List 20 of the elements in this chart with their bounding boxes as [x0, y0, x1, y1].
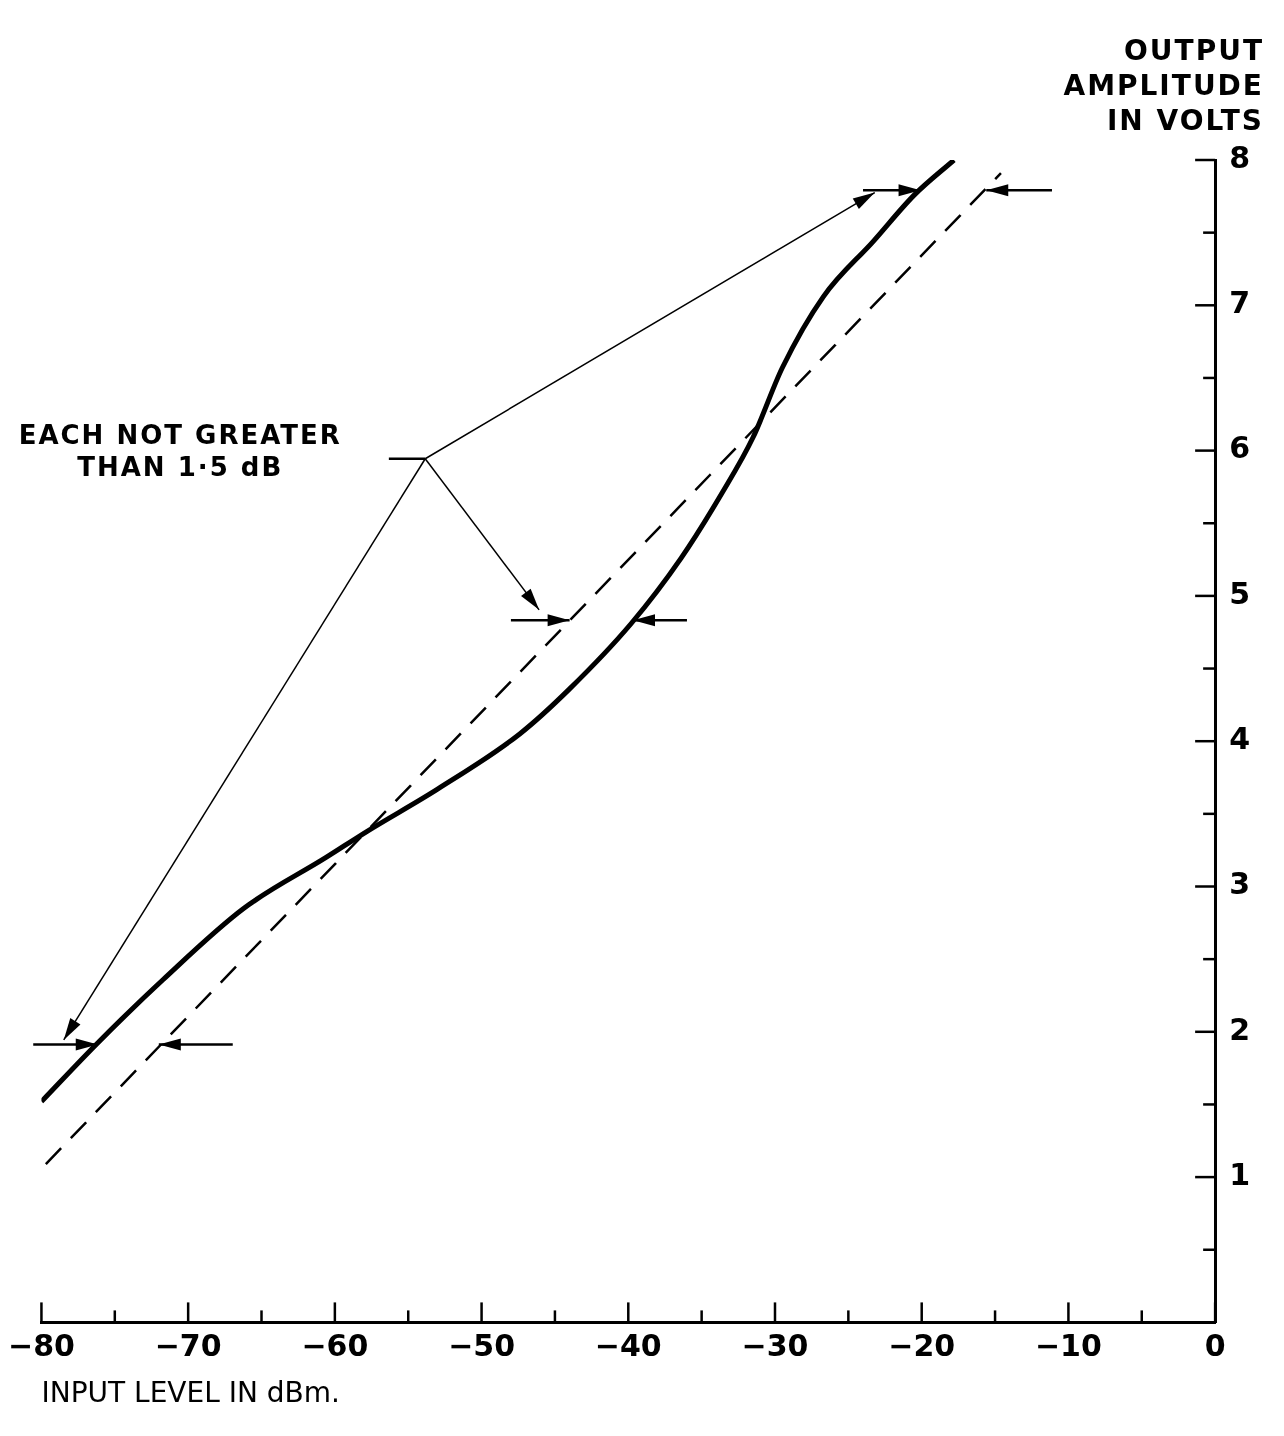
y-axis-title: OUTPUT AMPLITUDE IN VOLTS: [1062, 33, 1264, 138]
x-tick-label: −80: [8, 1328, 75, 1364]
y-tick-label: 8: [1229, 139, 1250, 175]
x-tick-label: −20: [888, 1328, 956, 1364]
x-tick-label: −30: [741, 1328, 809, 1364]
x-tick-label: −60: [301, 1328, 369, 1364]
y-tick-label: 6: [1229, 430, 1250, 466]
x-tick-label: 0: [1204, 1328, 1226, 1364]
x-tick-label: −50: [448, 1328, 516, 1364]
x-tick-label: −40: [594, 1328, 662, 1364]
x-axis-title: INPUT LEVEL IN dBm.: [41, 1376, 340, 1410]
y-tick-label: 1: [1229, 1156, 1250, 1192]
x-tick-label: −10: [1034, 1328, 1102, 1364]
y-tick-label: 7: [1229, 285, 1250, 321]
y-tick-label: 4: [1229, 721, 1250, 756]
y-tick-label: 5: [1229, 575, 1250, 611]
y-tick-label: 3: [1229, 866, 1250, 902]
x-tick-label: −70: [154, 1328, 222, 1364]
y-tick-label: 2: [1229, 1011, 1250, 1047]
annotation: EACH NOT GREATER THAN 1·5 dB: [17, 418, 343, 484]
